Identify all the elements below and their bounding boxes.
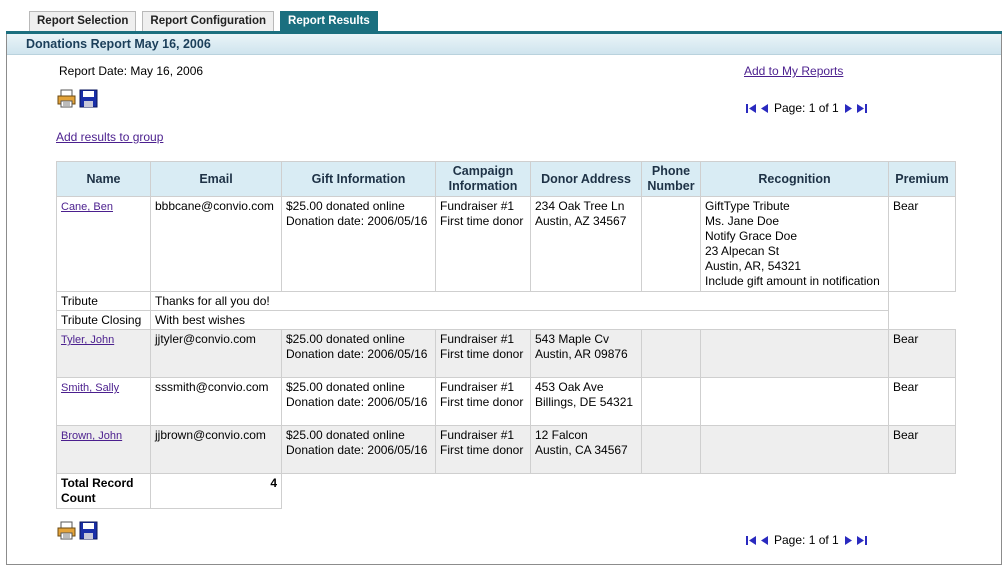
gift-cell: $25.00 donated online Donation date: 2006… <box>281 425 436 474</box>
premium-cell: Bear <box>888 425 956 474</box>
last-page-icon[interactable] <box>856 535 867 546</box>
column-header-gift-information: Gift Information <box>281 161 436 197</box>
report-table: Name Email Gift Information Campaign Info… <box>56 161 956 509</box>
gift-cell: $25.00 donated online Donation date: 2006… <box>281 329 436 378</box>
donor-name-link[interactable]: Brown, John <box>61 430 123 442</box>
pager-top: Page: 1 of 1 <box>746 101 867 115</box>
email-cell: sssmith@convio.com <box>150 377 282 426</box>
export-toolbar-top <box>57 89 98 108</box>
campaign-cell: Fundraiser #1 First time donor <box>435 196 531 292</box>
address-cell: 453 Oak Ave Billings, DE 54321 <box>530 377 642 426</box>
campaign-cell: Fundraiser #1 First time donor <box>435 377 531 426</box>
column-header-donor-address: Donor Address <box>530 161 642 197</box>
report-date: Report Date: May 16, 2006 <box>59 64 204 78</box>
recognition-cell: GiftType Tribute Ms. Jane Doe Notify Gra… <box>700 196 889 292</box>
last-page-icon[interactable] <box>856 103 867 114</box>
column-header-email: Email <box>150 161 282 197</box>
printer-icon[interactable] <box>57 521 76 540</box>
premium-cell: Bear <box>888 329 956 378</box>
gift-cell: $25.00 donated online Donation date: 2006… <box>281 196 436 292</box>
first-page-icon[interactable] <box>746 535 757 546</box>
table-row: Tyler, John jjtyler@convio.com $25.00 do… <box>56 329 956 378</box>
email-cell: jjbrown@convio.com <box>150 425 282 474</box>
first-page-icon[interactable] <box>746 103 757 114</box>
column-header-premium: Premium <box>888 161 956 197</box>
content-frame <box>6 34 1002 565</box>
donor-name-link[interactable]: Smith, Sally <box>61 382 120 394</box>
page-title: Donations Report May 16, 2006 <box>7 34 1001 55</box>
column-header-name: Name <box>56 161 151 197</box>
phone-cell <box>641 196 701 292</box>
campaign-cell: Fundraiser #1 First time donor <box>435 425 531 474</box>
phone-cell <box>641 329 701 378</box>
next-page-icon[interactable] <box>843 103 854 114</box>
recognition-cell <box>700 377 889 426</box>
tribute-closing-label: Tribute Closing <box>56 310 151 330</box>
total-row: Total Record Count 4 <box>56 473 956 509</box>
tribute-row: Tribute Thanks for all you do! <box>56 291 956 311</box>
report-tabs: Report Selection Report Configuration Re… <box>29 11 378 31</box>
add-to-my-reports-link[interactable]: Add to My Reports <box>744 64 844 78</box>
table-row: Brown, John jjbrown@convio.com $25.00 do… <box>56 425 956 474</box>
tribute-closing-row: Tribute Closing With best wishes <box>56 310 956 330</box>
address-cell: 12 Falcon Austin, CA 34567 <box>530 425 642 474</box>
recognition-cell <box>700 329 889 378</box>
premium-cell: Bear <box>888 196 956 292</box>
premium-cell: Bear <box>888 377 956 426</box>
total-record-count-value: 4 <box>150 473 282 509</box>
tribute-closing-value: With best wishes <box>150 310 889 330</box>
address-cell: 234 Oak Tree Ln Austin, AZ 34567 <box>530 196 642 292</box>
table-row: Smith, Sally sssmith@convio.com $25.00 d… <box>56 377 956 426</box>
donor-name-link[interactable]: Tyler, John <box>61 334 115 346</box>
pager-bottom: Page: 1 of 1 <box>746 533 867 547</box>
printer-icon[interactable] <box>57 89 76 108</box>
page-indicator: Page: 1 of 1 <box>774 101 839 115</box>
gift-cell: $25.00 donated online Donation date: 2006… <box>281 377 436 426</box>
recognition-cell <box>700 425 889 474</box>
tribute-label: Tribute <box>56 291 151 311</box>
table-header-row: Name Email Gift Information Campaign Info… <box>56 161 956 197</box>
floppy-disk-icon[interactable] <box>79 89 98 108</box>
tab-underline <box>6 31 1002 34</box>
phone-cell <box>641 377 701 426</box>
page-indicator: Page: 1 of 1 <box>774 533 839 547</box>
next-page-icon[interactable] <box>843 535 854 546</box>
tab-report-selection[interactable]: Report Selection <box>29 11 137 31</box>
email-cell: jjtyler@convio.com <box>150 329 282 378</box>
tab-report-results[interactable]: Report Results <box>280 11 378 31</box>
add-results-to-group-link[interactable]: Add results to group <box>56 130 164 144</box>
column-header-campaign-information: Campaign Information <box>435 161 531 197</box>
floppy-disk-icon[interactable] <box>79 521 98 540</box>
tribute-value: Thanks for all you do! <box>150 291 889 311</box>
campaign-cell: Fundraiser #1 First time donor <box>435 329 531 378</box>
phone-cell <box>641 425 701 474</box>
email-cell: bbbcane@convio.com <box>150 196 282 292</box>
address-cell: 543 Maple Cv Austin, AR 09876 <box>530 329 642 378</box>
table-row: Cane, Ben bbbcane@convio.com $25.00 dona… <box>56 196 956 292</box>
previous-page-icon[interactable] <box>759 103 770 114</box>
column-header-phone-number: Phone Number <box>641 161 701 197</box>
total-record-count-label: Total Record Count <box>56 473 151 509</box>
tab-report-configuration[interactable]: Report Configuration <box>142 11 275 31</box>
donor-name-link[interactable]: Cane, Ben <box>61 201 113 213</box>
export-toolbar-bottom <box>57 521 98 540</box>
previous-page-icon[interactable] <box>759 535 770 546</box>
column-header-recognition: Recognition <box>700 161 889 197</box>
